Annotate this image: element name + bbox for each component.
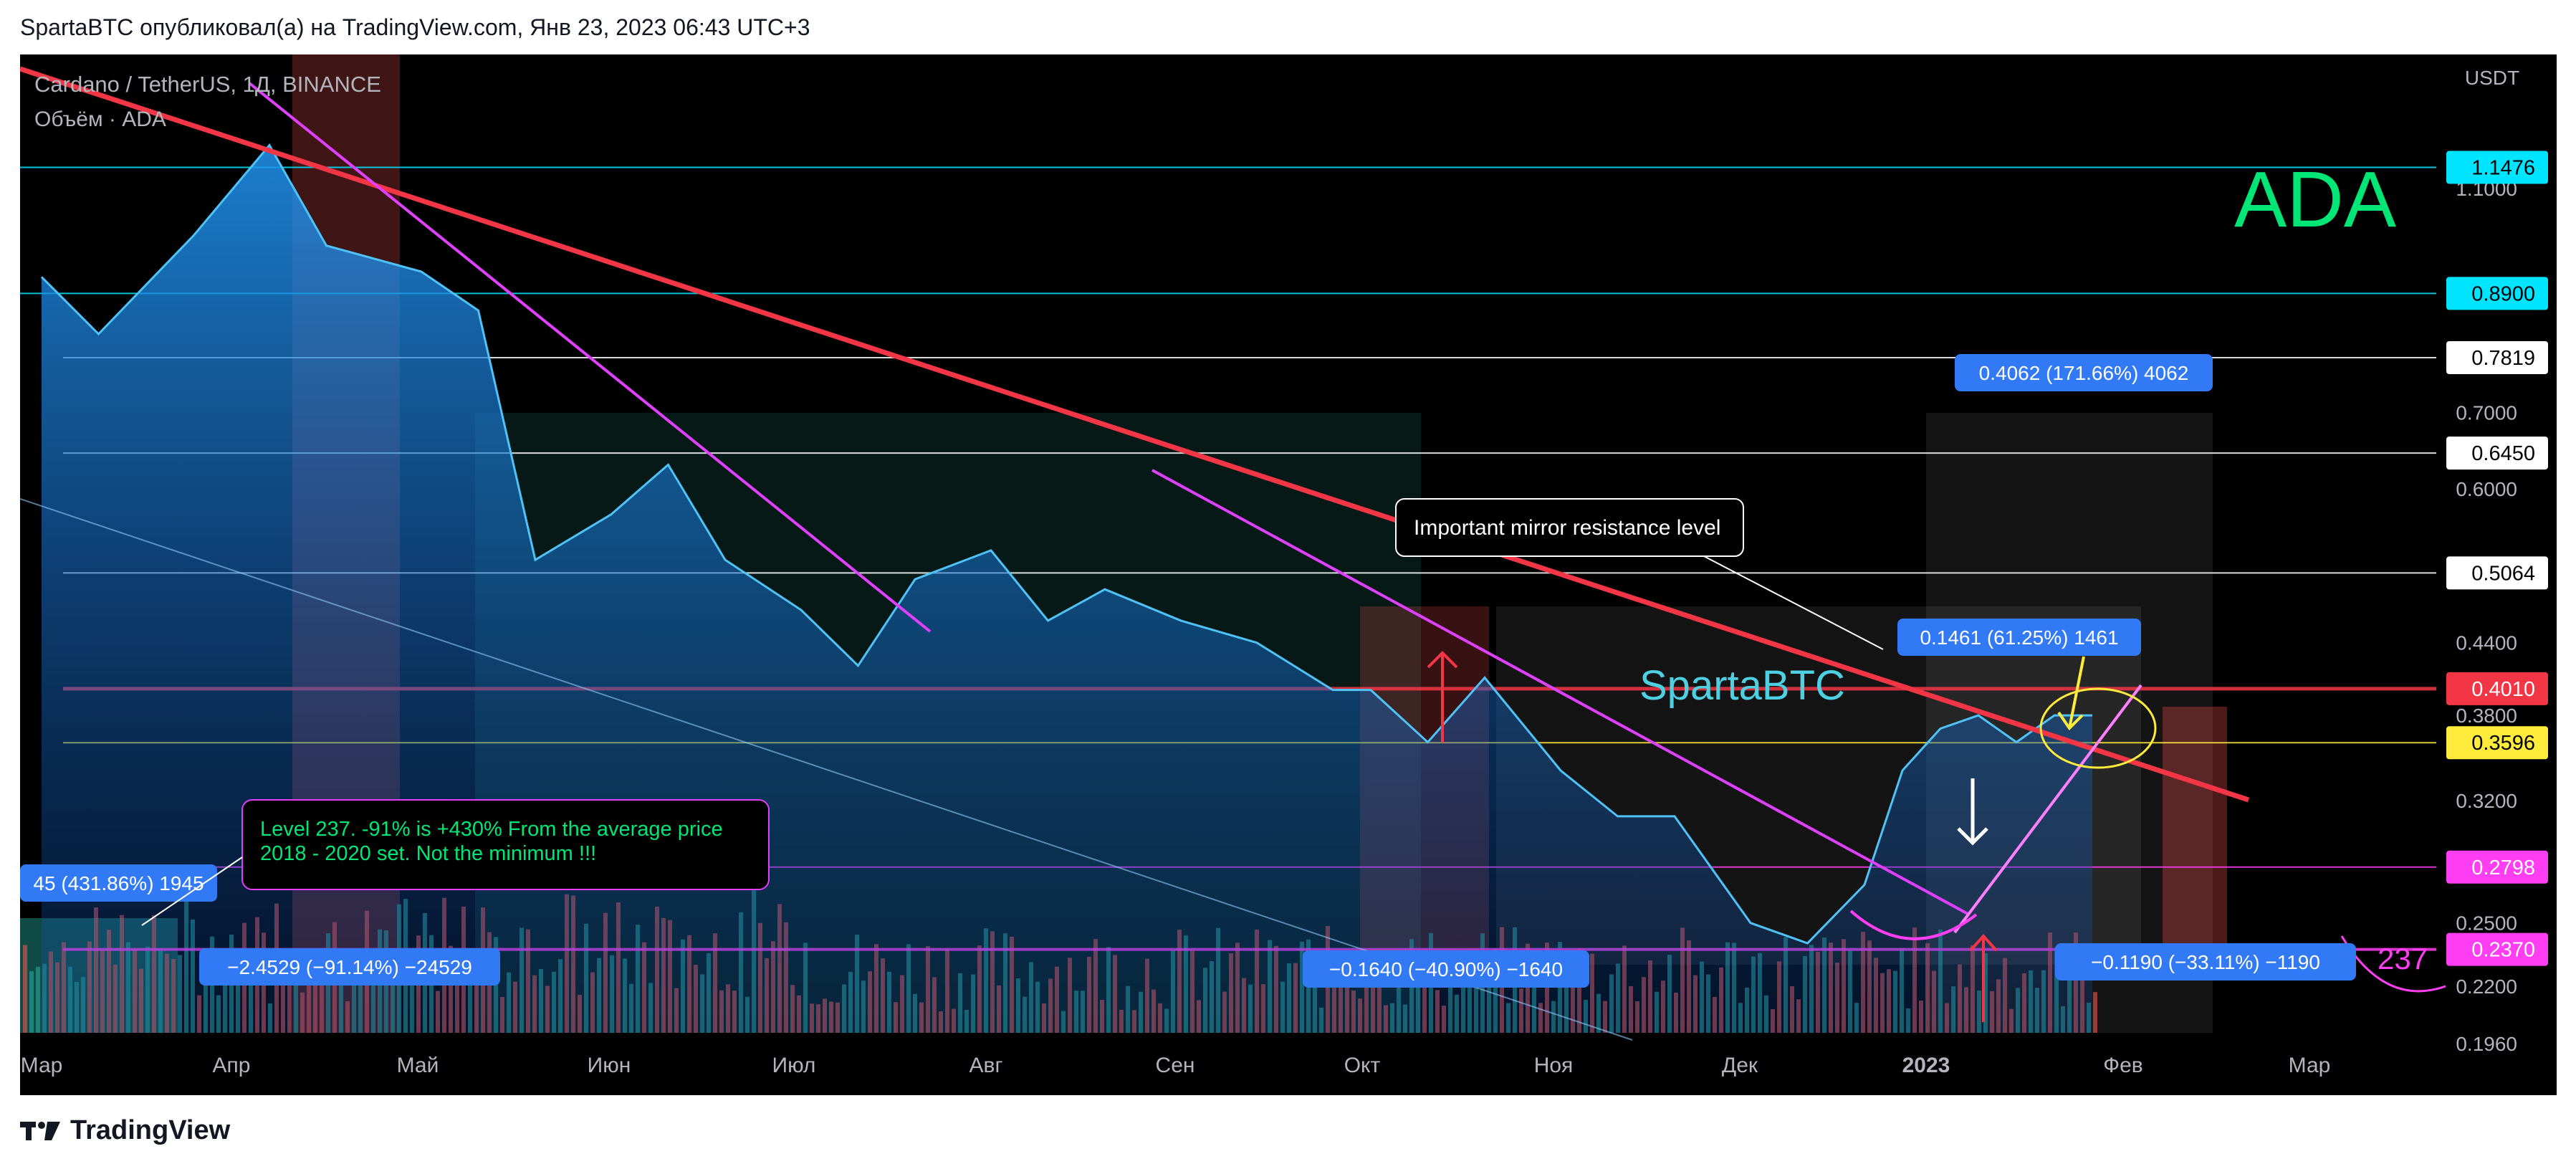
price-badge-0.8900 (2446, 277, 2548, 310)
price-badge-1.1476 (2446, 151, 2548, 184)
price-badge-text-0.8900: 0.8900 (2471, 282, 2535, 305)
measure-box-3 (1303, 950, 1589, 988)
time-tick-7: Окт (1344, 1054, 1381, 1077)
time-tick-8: Ноя (1534, 1054, 1574, 1077)
measure-label-5: 45 (431.86%) 1945 (33, 872, 204, 894)
time-axis: Мар Апр Май Июн Июл Авг Сен Окт Ноя Дек 2023 Фев Мар (21, 1054, 2331, 1077)
time-tick-5: Авг (969, 1054, 1003, 1077)
callout-box-resistance (1395, 498, 1744, 557)
price-badge-0.6450 (2446, 436, 2548, 470)
measure-label-2: −2.4529 (−91.14%) −24529 (227, 956, 472, 978)
target-237-label: 237 (2378, 942, 2428, 975)
support-curve (1849, 910, 1978, 940)
yellow-circle (2039, 687, 2157, 769)
price-badge-text-0.4010: 0.4010 (2471, 678, 2535, 701)
volume-bar (2093, 992, 2097, 1033)
volume-bar (36, 966, 40, 1033)
tradingview-logo-icon (20, 1121, 60, 1140)
measure-label-0: 0.4062 (171.66%) 4062 (1979, 362, 2189, 384)
callout-resistance-text: Important mirror resistance level (1414, 516, 1720, 540)
price-tick-0.2200: 0.2200 (2456, 975, 2517, 998)
callout-level237-line-1: 2018 - 2020 set. Not the minimum !!! (260, 842, 596, 865)
callout-level237-line-0: Level 237. -91% is +430% From the averag… (260, 818, 723, 841)
volume-bar (23, 945, 27, 1033)
footer: TradingView (20, 1115, 230, 1146)
price-tick-0.2500: 0.2500 (2456, 912, 2517, 935)
time-tick-12: Мар (2289, 1054, 2331, 1077)
price-badge-0.2798 (2446, 850, 2548, 884)
time-tick-11: Фев (2103, 1054, 2142, 1077)
tradingview-brand: TradingView (70, 1115, 231, 1145)
publish-header: SpartaBTC опубликовал(а) на TradingView.… (20, 14, 810, 40)
red-arrow-up-2 (1969, 934, 1998, 1022)
measure-box-4 (2055, 943, 2356, 980)
instrument-title: Cardano / TetherUS, 1Д, BINANCE (34, 72, 381, 97)
callout-box-level237 (241, 799, 770, 890)
price-tick-0.6000: 0.6000 (2456, 478, 2517, 500)
trend-lines (19, 66, 2446, 1041)
price-tick-0.3200: 0.3200 (2456, 790, 2517, 812)
main-resistance-trendline (19, 66, 2250, 803)
measure-label-1: 0.1461 (61.25%) 1461 (1920, 626, 2118, 649)
measurement-labels: 0.4062 (171.66%) 4062 0.1461 (61.25%) 146… (20, 354, 2356, 988)
ascending-trendline (1953, 684, 2142, 934)
time-tick-10: 2023 (1902, 1054, 1950, 1077)
yellow-arrow-down (2057, 656, 2085, 731)
measure-box-0 (1955, 354, 2213, 391)
time-tick-2: Май (397, 1054, 439, 1077)
time-tick-3: Июн (588, 1054, 631, 1077)
price-tick-0.7000: 0.7000 (2456, 401, 2517, 424)
price-chart[interactable]: 0.4062 (171.66%) 4062 0.1461 (61.25%) 146… (19, 54, 2557, 1095)
price-badge-text-0.6450: 0.6450 (2471, 442, 2535, 465)
measure-box-2 (199, 948, 500, 986)
price-badge-0.3596 (2446, 726, 2548, 760)
time-tick-0: Мар (21, 1054, 63, 1077)
price-badge-text-1.1476: 1.1476 (2471, 157, 2535, 180)
price-badge-0.4010 (2446, 672, 2548, 705)
time-tick-6: Сен (1156, 1054, 1195, 1077)
chart-texts: Important mirror resistance level Level 2… (34, 67, 2519, 975)
measure-label-4: −0.1190 (−33.11%) −1190 (2091, 951, 2320, 973)
measure-label-3: −0.1640 (−40.90%) −1640 (1329, 958, 1563, 980)
callout-pointer-level237 (141, 857, 243, 926)
descending-trendline-2 (1151, 469, 1970, 916)
red-arrow-up (1427, 651, 1458, 743)
price-badge-text-0.2798: 0.2798 (2471, 857, 2535, 879)
price-tick-0.4400: 0.4400 (2456, 632, 2517, 654)
author-watermark: SpartaBTC (1639, 662, 1845, 709)
time-tick-4: Июл (772, 1054, 816, 1077)
range-zone-5 (2163, 707, 2227, 965)
ada-watermark: ADA (2234, 156, 2397, 244)
time-tick-1: Апр (213, 1054, 251, 1077)
price-axis: 1.10000.70000.60000.44000.38000.32000.25… (2446, 151, 2548, 1055)
price-badge-text-0.3596: 0.3596 (2471, 732, 2535, 755)
white-arrow-down (1957, 778, 1988, 846)
price-badge-text-0.5064: 0.5064 (2471, 562, 2535, 585)
price-badge-0.2370 (2446, 932, 2548, 966)
measure-box-1 (1897, 619, 2141, 656)
price-badge-text-0.2370: 0.2370 (2471, 939, 2535, 962)
callout-pointer-resistance (1703, 555, 1884, 650)
descending-trendline-1 (248, 82, 932, 633)
price-badge-0.5064 (2446, 556, 2548, 590)
chart-area[interactable]: 0.4062 (171.66%) 4062 0.1461 (61.25%) 146… (19, 54, 2557, 1095)
volume-bar (29, 971, 34, 1033)
price-badge-0.7819 (2446, 340, 2548, 374)
price-line (40, 143, 2092, 945)
price-tick-0.3800: 0.3800 (2456, 705, 2517, 727)
time-tick-9: Дек (1722, 1054, 1758, 1077)
arrow-marks (1427, 651, 2085, 1022)
volume-legend: Объём · ADA (34, 108, 166, 131)
currency-unit: USDT (2465, 67, 2519, 89)
price-badge-text-0.7819: 0.7819 (2471, 347, 2535, 370)
price-tick-0.1960: 0.1960 (2456, 1033, 2517, 1055)
long-diagonal (19, 498, 1633, 1041)
measure-box-5 (20, 864, 217, 902)
